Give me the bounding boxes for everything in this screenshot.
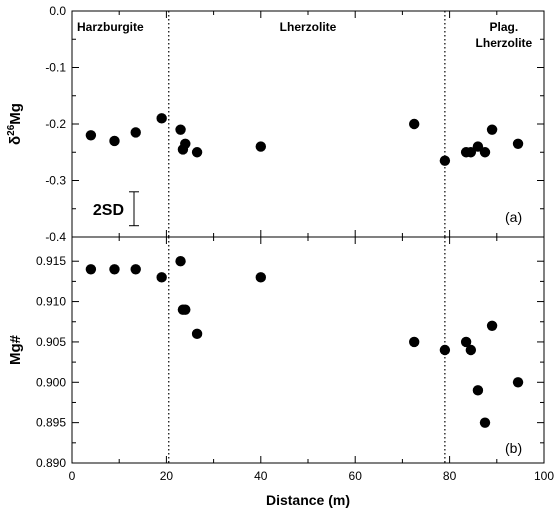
data-point [191,147,203,158]
data-point [479,147,491,158]
zone-label: Lherzolite [280,20,337,34]
x-tick-label: 40 [254,469,268,483]
data-point [439,155,451,166]
y-tick-label: 0.900 [36,375,66,389]
y-tick-label: 0.0 [49,4,66,18]
data-point [255,141,266,152]
zone-label: Lherzolite [476,36,533,50]
x-tick-label: 80 [443,469,457,483]
panel-a-zone-labels: Harzburgite Lherzolite Plag. Lherzolite [77,20,533,50]
panel-a-axes: 0.0 -0.1 -0.2 -0.3 -0.4 [45,4,545,244]
data-point [109,264,120,275]
data-point [175,256,186,267]
zone-label: Plag. [490,20,519,34]
y-tick-label: -0.2 [45,117,66,131]
data-point [409,118,420,130]
panel-a-frame [71,10,545,238]
data-point [191,328,203,340]
y-tick-label: 0.905 [36,335,66,349]
panel-b-ylabel: Mg# [7,334,24,365]
data-point [460,336,472,348]
x-axis-label: Distance (m) [266,492,350,508]
data-point [175,124,186,135]
data-point [472,385,484,396]
data-point [130,264,141,275]
data-point [512,138,524,149]
x-tick-label: 60 [349,469,363,483]
panel-a-zone-dividers [168,11,446,237]
data-point [85,264,97,275]
data-point [156,113,167,124]
data-point [85,130,97,141]
x-tick-label: 20 [160,469,174,483]
y-tick-label: 0.895 [36,416,66,430]
panel-a-points [85,113,524,166]
data-point [479,417,491,428]
data-point [255,272,266,283]
data-point [109,135,120,147]
x-tick-label: 0 [69,469,76,483]
data-point [156,272,167,283]
panel-a: 0.0 -0.1 -0.2 -0.3 -0.4 Harzburgite Lherzolit… [6,4,545,244]
y-tick-label: 0.890 [36,456,66,470]
data-point [472,141,484,152]
data-point [486,124,498,135]
panel-a-label: (a) [505,209,522,225]
data-point [180,138,191,149]
y-tick-label: 0.915 [36,254,66,268]
panel-b-zone-dividers [168,237,446,463]
data-point [486,320,498,331]
y-tick-label: 0.910 [36,295,66,309]
zone-label: Harzburgite [77,20,144,34]
panel-b-label: (b) [505,440,522,456]
panel-a-ylabel: δ26Mg [6,103,24,145]
data-point [130,127,141,138]
data-point [439,344,451,356]
data-point [465,147,477,158]
data-point [409,336,420,348]
x-tick-label: 100 [534,469,554,483]
y-tick-label: -0.3 [45,174,66,188]
data-point [512,377,524,388]
error-bar-label: 2SD [93,202,124,219]
y-tick-label: -0.4 [45,230,66,244]
data-point [180,304,191,315]
data-point [465,344,477,356]
panel-b-points [85,256,524,428]
y-tick-label: -0.1 [45,61,66,75]
error-bar: 2SD [93,191,139,227]
